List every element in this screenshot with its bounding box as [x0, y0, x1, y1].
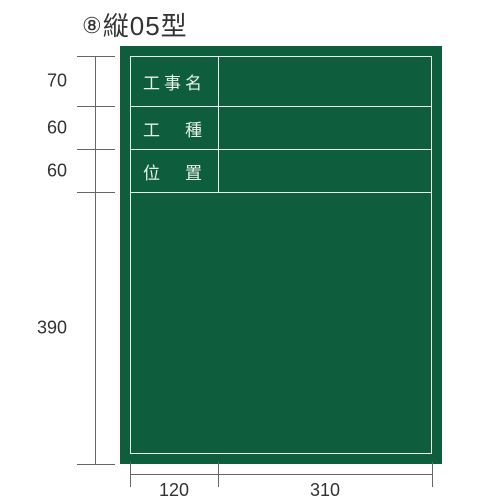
dim-line	[130, 474, 218, 475]
blackboard: 工事名 工 種 位 置	[120, 46, 442, 464]
dim-tick	[432, 462, 433, 487]
dim-line	[95, 192, 96, 464]
dim-line	[95, 56, 96, 106]
dim-tick	[77, 56, 115, 57]
board-border: 工事名 工 種 位 置	[130, 56, 432, 454]
dim-tick	[77, 192, 115, 193]
dim-line	[218, 474, 432, 475]
dim-label: 60	[27, 161, 67, 182]
dim-tick	[77, 464, 115, 465]
row-work-type: 工 種	[131, 107, 431, 150]
label-construction-name: 工事名	[131, 57, 219, 106]
dim-label: 390	[27, 318, 67, 339]
dim-label: 70	[27, 71, 67, 92]
label-location: 位 置	[131, 150, 219, 192]
diagram-title: ⑧縦05型	[82, 6, 188, 43]
dim-label: 60	[27, 118, 67, 139]
vertical-dimensions: 70 60 60 390	[60, 56, 115, 464]
horizontal-dimensions: 120 310	[130, 462, 432, 492]
dim-tick	[77, 106, 115, 107]
row-construction-name: 工事名	[131, 57, 431, 107]
dim-tick	[77, 149, 115, 150]
label-work-type: 工 種	[131, 107, 219, 149]
dim-line	[95, 106, 96, 149]
dim-label: 310	[310, 480, 340, 501]
title-number: ⑧	[82, 13, 103, 39]
row-location: 位 置	[131, 150, 431, 193]
title-text: 縦05型	[103, 11, 188, 41]
dim-label: 120	[159, 480, 189, 501]
dim-line	[95, 149, 96, 192]
